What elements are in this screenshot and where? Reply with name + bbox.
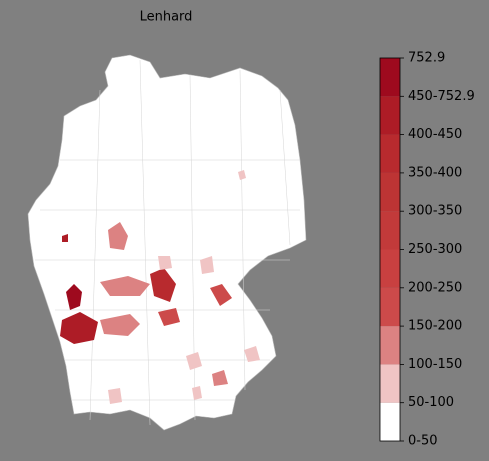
region (186, 352, 202, 370)
region (244, 346, 260, 362)
colorbar-label: 100-150 (408, 357, 462, 372)
region (210, 284, 232, 306)
colorbar-segment (380, 402, 400, 441)
region-fills (60, 170, 260, 404)
colorbar-label: 200-250 (408, 280, 462, 295)
colorbar-label: 752.9 (408, 51, 445, 66)
region (100, 276, 150, 296)
colorbar-label: 450-752.9 (408, 89, 475, 104)
country-outline (27, 54, 307, 431)
colorbar-segment (380, 96, 400, 135)
region (158, 256, 172, 270)
map-title: Lenhard (140, 10, 193, 25)
germany-map (27, 54, 307, 431)
region (62, 234, 68, 242)
colorbar-segment (380, 211, 400, 250)
colorbar-segment (380, 326, 400, 365)
colorbar-label: 350-400 (408, 165, 462, 180)
region (60, 312, 98, 344)
region (158, 308, 180, 326)
region (238, 170, 246, 180)
colorbar-label: 250-300 (408, 242, 462, 257)
region (212, 370, 228, 386)
colorbar-segment (380, 134, 400, 173)
colorbar-segment (380, 364, 400, 403)
region (66, 284, 82, 310)
colorbar-label: 50-100 (408, 395, 454, 410)
region (200, 256, 214, 274)
colorbar-segment (380, 249, 400, 288)
region (150, 268, 176, 302)
region (108, 222, 128, 250)
colorbar-segment (380, 172, 400, 212)
colorbar: 0-50 50-100 100-150 150-200 200-250 250-300 30… (379, 51, 475, 449)
colorbar-label: 300-350 (408, 204, 462, 219)
colorbar-label: 400-450 (408, 127, 462, 142)
colorbar-segment (380, 58, 400, 97)
region (192, 386, 202, 400)
region (100, 314, 140, 336)
region (108, 388, 122, 404)
colorbar-label: 0-50 (408, 434, 438, 449)
colorbar-segment (380, 287, 400, 327)
colorbar-label: 150-200 (408, 319, 462, 334)
